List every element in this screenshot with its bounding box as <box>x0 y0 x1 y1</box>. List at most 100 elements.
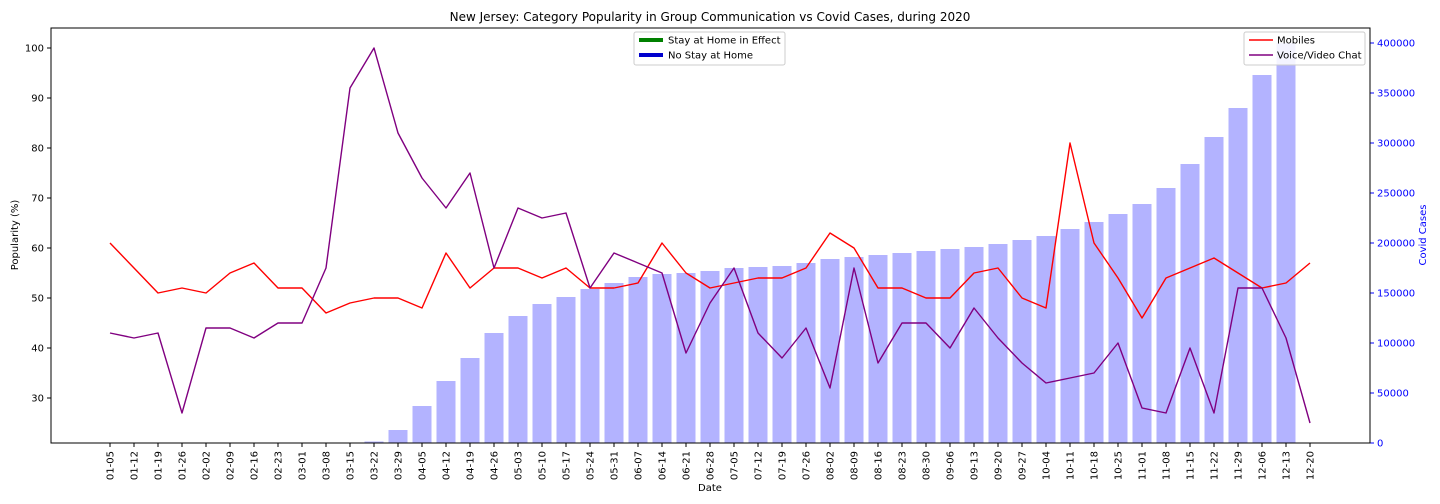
popularity-lines <box>109 47 1311 424</box>
chart-title: New Jersey: Category Popularity in Group… <box>450 10 971 24</box>
bar-10-18 <box>1084 222 1104 443</box>
x-tick-label: 07-05 <box>730 451 741 480</box>
x-tick-label: 02-16 <box>250 451 261 480</box>
bar-06-21 <box>676 273 696 443</box>
plot-frame <box>50 27 1371 444</box>
bar-04-19 <box>460 358 480 443</box>
bar-07-26 <box>796 263 816 443</box>
bar-09-20 <box>988 244 1008 443</box>
x-tick-label: 11-29 <box>1234 451 1245 480</box>
legend-label: Voice/Video Chat <box>1277 51 1362 62</box>
y-tick-label: 100 <box>25 44 44 55</box>
bar-07-05 <box>724 268 744 443</box>
bar-06-14 <box>652 274 672 443</box>
y2-tick-label: 50000 <box>1377 389 1409 400</box>
x-tick-label: 04-12 <box>442 451 453 480</box>
bar-12-13 <box>1276 43 1296 443</box>
covid-bars <box>364 43 1296 443</box>
x-tick-label: 04-19 <box>466 451 477 480</box>
bar-07-12 <box>748 267 768 443</box>
y-tick-label: 90 <box>31 94 44 105</box>
bar-10-04 <box>1036 236 1056 443</box>
x-tick-label: 04-05 <box>418 451 429 480</box>
bar-11-15 <box>1180 164 1200 443</box>
x-tick-label: 10-04 <box>1042 451 1053 480</box>
x-axis-label: Date <box>698 483 722 494</box>
bar-09-27 <box>1012 240 1032 443</box>
x-tick-label: 03-29 <box>394 451 405 480</box>
bar-08-30 <box>916 251 936 443</box>
x-tick-label: 10-18 <box>1090 451 1101 480</box>
x-tick-label: 09-27 <box>1018 451 1029 480</box>
bar-09-13 <box>964 247 984 443</box>
x-tick-label: 08-23 <box>898 451 909 480</box>
x-tick-label: 08-16 <box>874 451 885 480</box>
x-tick-label: 05-03 <box>514 451 525 480</box>
x-tick-label: 12-20 <box>1306 451 1317 480</box>
y2-tick-label: 200000 <box>1377 239 1415 250</box>
x-tick-label: 09-06 <box>946 451 957 480</box>
bar-04-26 <box>484 333 504 443</box>
x-tick-label: 05-10 <box>538 451 549 480</box>
legend-label: Mobiles <box>1277 36 1315 47</box>
x-tick-label: 01-05 <box>106 451 117 480</box>
bar-07-19 <box>772 266 792 443</box>
x-tick-label: 05-31 <box>610 451 621 480</box>
x-tick-label: 07-12 <box>754 451 765 480</box>
bar-11-08 <box>1156 188 1176 443</box>
bar-08-09 <box>844 257 864 443</box>
bar-08-16 <box>868 255 888 443</box>
x-tick-label: 11-15 <box>1186 451 1197 480</box>
y-tick-label: 50 <box>31 294 44 305</box>
bar-06-28 <box>700 271 720 443</box>
legend-label: Stay at Home in Effect <box>668 36 781 47</box>
x-tick-label: 11-01 <box>1138 451 1149 480</box>
x-tick-label: 03-01 <box>298 451 309 480</box>
y-tick-label: 30 <box>31 394 44 405</box>
x-tick-label: 05-17 <box>562 451 573 480</box>
legend-box <box>633 31 786 66</box>
bar-12-06 <box>1252 75 1272 443</box>
x-tick-label: 06-07 <box>634 451 645 480</box>
bar-05-31 <box>604 283 624 443</box>
x-tick-label: 12-06 <box>1258 451 1269 480</box>
bar-05-17 <box>556 297 576 443</box>
x-tick-label: 11-08 <box>1162 451 1173 480</box>
bar-06-07 <box>628 277 648 443</box>
axes: 30 40 50 60 70 80 90 100 0 50000 100000 150000 20000… <box>25 39 1415 481</box>
y2-tick-label: 250000 <box>1377 189 1415 200</box>
x-tick-label: 06-14 <box>658 451 669 480</box>
y2-tick-label: 100000 <box>1377 339 1415 350</box>
y2-tick-label: 150000 <box>1377 289 1415 300</box>
x-tick-label: 08-30 <box>922 451 933 480</box>
legend-box <box>1243 31 1366 66</box>
series-line-mobiles <box>109 142 1311 319</box>
legend-stay-at-home: Stay at Home in Effect No Stay at Home <box>633 31 786 66</box>
x-tick-label: 08-09 <box>850 451 861 480</box>
x-tick-label: 09-13 <box>970 451 981 480</box>
bar-05-24 <box>580 289 600 443</box>
bar-10-11 <box>1060 229 1080 443</box>
y2-tick-label: 0 <box>1377 439 1383 450</box>
bar-09-06 <box>940 249 960 443</box>
x-tick-label: 02-09 <box>226 451 237 480</box>
bar-10-25 <box>1108 214 1128 443</box>
series-line-voice-video-chat <box>109 47 1311 424</box>
bar-05-10 <box>532 304 552 443</box>
x-tick-label: 03-22 <box>370 451 381 480</box>
x-tick-label: 09-20 <box>994 451 1005 480</box>
y2-tick-label: 400000 <box>1377 39 1415 50</box>
bar-11-29 <box>1228 108 1248 443</box>
x-tick-label: 11-22 <box>1210 451 1221 480</box>
x-tick-label: 02-02 <box>202 451 213 480</box>
bar-11-22 <box>1204 137 1224 443</box>
y2-tick-label: 300000 <box>1377 139 1415 150</box>
legend-categories: Mobiles Voice/Video Chat <box>1243 31 1366 66</box>
bar-11-01 <box>1132 204 1152 443</box>
x-tick-label: 04-26 <box>490 451 501 480</box>
x-tick-label: 03-15 <box>346 451 357 480</box>
bar-03-22 <box>364 441 384 443</box>
x-tick-label: 02-23 <box>274 451 285 480</box>
y-tick-label: 40 <box>31 344 44 355</box>
